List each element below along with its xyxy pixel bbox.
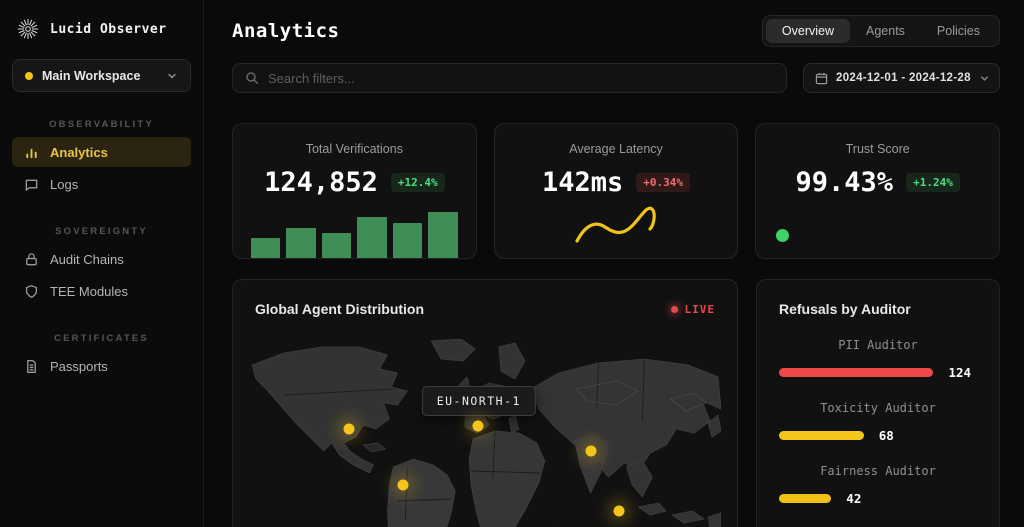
global-agent-distribution-card: Global Agent Distribution LIVE — [232, 279, 738, 527]
sidebar-item-label: Analytics — [50, 144, 108, 160]
agent-location-dot[interactable] — [343, 423, 355, 435]
stat-card-trust-score: Trust Score 99.43% +1.24% — [755, 123, 1001, 259]
sidebar-item-tee-modules[interactable]: TEE Modules — [12, 276, 191, 306]
page-title: Analytics — [232, 20, 340, 42]
verification-bar — [357, 217, 387, 258]
shield-icon — [24, 284, 39, 299]
bar-chart-icon — [24, 145, 39, 160]
tab-bar: Overview Agents Policies — [761, 15, 1000, 47]
refusal-label: PII Auditor — [838, 338, 918, 352]
starburst-logo-icon — [16, 17, 40, 41]
sidebar-item-analytics[interactable]: Analytics — [12, 137, 191, 167]
workspace-label: Main Workspace — [42, 68, 141, 83]
refusal-value: 124 — [948, 365, 972, 380]
stat-title: Average Latency — [569, 142, 663, 156]
world-map: EU-NORTH-1 — [248, 338, 722, 527]
workspace-status-dot — [25, 71, 33, 80]
stat-card-total-verifications: Total Verifications 124,852 +12.4% — [232, 123, 477, 259]
main-content: Analytics Overview Agents Policies 2024-… — [204, 0, 1024, 527]
verification-bar — [251, 238, 281, 258]
agent-location-dot[interactable] — [585, 445, 597, 457]
stat-value: 142ms — [541, 167, 624, 198]
sidebar-item-label: Audit Chains — [50, 251, 124, 267]
refusal-bar — [779, 431, 864, 440]
search-bar — [232, 63, 787, 93]
stat-title: Total Verifications — [305, 142, 403, 156]
sidebar-item-logs[interactable]: Logs — [12, 169, 191, 199]
refusal-label: Fairness Auditor — [820, 464, 936, 478]
refusal-row-toxicity: Toxicity Auditor 68 — [779, 401, 977, 443]
verification-bar — [428, 212, 458, 258]
world-map-svg — [251, 338, 722, 527]
verifications-bar-chart — [251, 206, 458, 258]
sidebar: Lucid Observer Main Workspace OBSERVABIL… — [0, 0, 204, 527]
chat-bubble-icon — [24, 177, 39, 192]
agent-location-dot[interactable] — [472, 420, 484, 432]
live-label: LIVE — [684, 302, 715, 316]
delta-badge: +1.24% — [906, 173, 960, 192]
document-icon — [24, 359, 39, 374]
stat-value: 99.43% — [795, 167, 894, 198]
sidebar-item-label: Passports — [50, 358, 108, 374]
refusals-card-title: Refusals by Auditor — [779, 301, 911, 317]
live-dot-icon — [670, 305, 678, 313]
agent-location-dot[interactable] — [613, 505, 625, 517]
tab-policies[interactable]: Policies — [936, 24, 980, 38]
chevron-down-icon — [979, 73, 990, 84]
nav-section-certificates: CERTIFICATES — [54, 333, 149, 344]
calendar-icon — [815, 72, 828, 85]
brand: Lucid Observer — [0, 0, 203, 49]
chevron-down-icon — [166, 70, 178, 82]
delta-badge: +12.4% — [390, 173, 445, 192]
sidebar-item-passports[interactable]: Passports — [12, 351, 191, 381]
refusal-bar — [779, 494, 832, 503]
sidebar-item-label: Logs — [50, 176, 79, 192]
refusal-row-fairness: Fairness Auditor 42 — [779, 464, 977, 506]
lock-icon — [24, 252, 39, 267]
date-range-picker[interactable]: 2024-12-01 - 2024-12-28 — [803, 63, 1000, 93]
verification-bar — [392, 222, 423, 258]
refusal-value: 68 — [878, 428, 894, 443]
search-icon — [245, 71, 259, 85]
stat-value: 124,852 — [264, 167, 378, 198]
trust-score-dot — [776, 229, 790, 242]
tab-overview[interactable]: Overview — [765, 19, 850, 43]
nav-section-sovereignty: SOVEREIGNTY — [55, 226, 148, 237]
stat-card-average-latency: Average Latency 142ms +0.34% — [493, 123, 739, 259]
verification-bar — [321, 233, 352, 258]
refusals-by-auditor-card: Refusals by Auditor PII Auditor 124 Toxi… — [756, 279, 1000, 527]
delta-badge: +0.34% — [636, 173, 691, 192]
agent-location-dot[interactable] — [397, 479, 409, 491]
sidebar-item-label: TEE Modules — [50, 283, 129, 299]
region-tooltip: EU-NORTH-1 — [421, 386, 536, 416]
nav-section-observability: OBSERVABILITY — [49, 119, 154, 130]
workspace-switcher[interactable]: Main Workspace — [12, 59, 191, 92]
date-range-label: 2024-12-01 - 2024-12-28 — [836, 72, 971, 84]
refusal-value: 42 — [846, 491, 862, 506]
live-badge: LIVE — [670, 302, 716, 316]
latency-sparkline — [575, 206, 656, 243]
map-card-title: Global Agent Distribution — [255, 301, 425, 317]
sidebar-item-audit-chains[interactable]: Audit Chains — [12, 244, 191, 274]
refusal-row-pii: PII Auditor 124 — [779, 338, 977, 380]
brand-name: Lucid Observer — [50, 21, 167, 37]
refusal-label: Toxicity Auditor — [820, 401, 936, 415]
search-input[interactable] — [268, 70, 774, 86]
verification-bar — [286, 228, 316, 258]
tab-agents[interactable]: Agents — [866, 24, 905, 38]
stat-title: Trust Score — [845, 142, 910, 156]
refusal-bar — [779, 368, 934, 377]
